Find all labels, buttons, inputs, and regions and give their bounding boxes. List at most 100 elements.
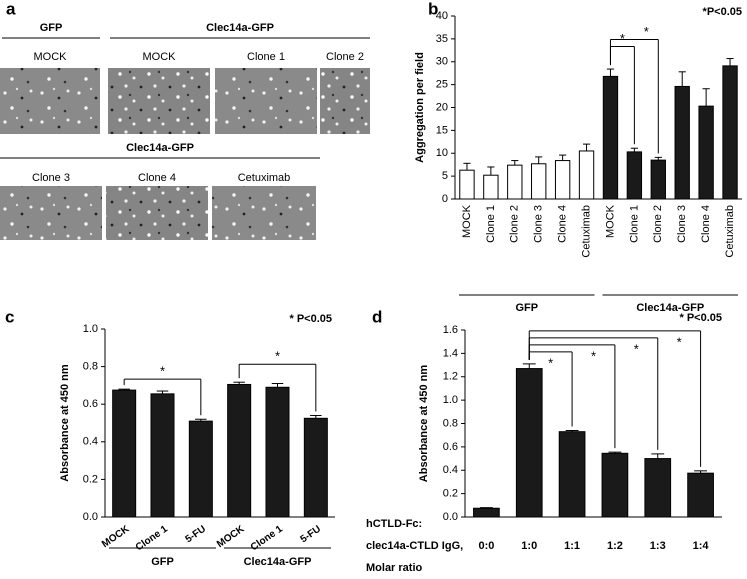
significance-label: * <box>548 355 553 370</box>
bar <box>687 472 714 518</box>
y-tick-label: 20 <box>436 101 448 113</box>
micrograph <box>0 68 100 134</box>
image-label: Clone 3 <box>32 172 70 184</box>
micrograph <box>108 68 210 134</box>
panel-letter: b <box>428 0 438 18</box>
x-tick-label: MOCK <box>604 204 616 238</box>
note: * P<0.05 <box>679 312 722 324</box>
y-tick-label: 10 <box>436 147 448 159</box>
y-tick-label: 1.2 <box>443 371 458 383</box>
note: *P<0.05 <box>703 6 742 18</box>
bar <box>601 452 629 518</box>
bar <box>626 151 643 200</box>
x-tick-label: 5-FU <box>299 524 324 546</box>
x-tick-label: Clone 1 <box>134 523 170 553</box>
y-tick-label: 0.8 <box>83 361 98 373</box>
y-tick-label: 0.2 <box>83 473 98 485</box>
image-label: MOCK <box>34 51 68 63</box>
y-axis-label: Absorbance at 450 nm <box>59 364 71 482</box>
x-axis-label: hCTLD-Fc: <box>366 518 422 530</box>
micrograph <box>215 68 317 134</box>
y-axis-label: Aggregation per field <box>414 52 426 163</box>
y-tick-label: 1.0 <box>443 394 458 406</box>
x-tick-label: Clone 2 <box>652 205 664 243</box>
x-tick-label: 1:0 <box>521 540 537 552</box>
x-tick-label: Clone 4 <box>557 205 569 243</box>
bar <box>112 389 137 518</box>
x-axis-label: clec14a-CTLD IgG, <box>366 540 463 552</box>
x-tick-label: Clone 2 <box>509 205 521 243</box>
y-tick-label: 5 <box>442 170 448 182</box>
x-tick-label: Clone 1 <box>628 205 640 243</box>
micrograph <box>320 68 370 134</box>
y-tick-label: 0.6 <box>83 398 98 410</box>
x-tick-label: 0:0 <box>478 540 494 552</box>
x-tick-label: Clone 3 <box>533 205 545 243</box>
x-tick-label: Clone 1 <box>485 205 497 243</box>
bar <box>650 159 666 200</box>
image-label: Cetuximab <box>238 172 291 184</box>
x-tick-label: 1:4 <box>693 540 710 552</box>
y-tick-label: 0 <box>442 193 448 205</box>
micrograph <box>212 186 316 240</box>
group-label: Clec14a-GFP <box>206 22 274 34</box>
y-tick-label: 1.0 <box>83 323 98 335</box>
bar <box>644 458 672 518</box>
y-tick-label: 0.8 <box>443 417 458 429</box>
significance-label: * <box>160 364 165 379</box>
x-tick-label: 1:3 <box>650 540 666 552</box>
panel-letter: d <box>372 307 382 326</box>
y-tick-label: 1.4 <box>443 347 458 359</box>
y-tick-label: 0.6 <box>443 441 458 453</box>
bar <box>265 386 290 518</box>
y-tick-label: 30 <box>436 56 448 68</box>
bar <box>531 163 547 200</box>
bar <box>150 393 175 518</box>
group-label: Clec14a-GFP <box>244 556 312 568</box>
x-tick-label: Clone 4 <box>700 205 712 243</box>
significance-label: * <box>275 349 280 364</box>
y-tick-label: 0.4 <box>83 436 98 448</box>
bar <box>602 75 619 200</box>
x-tick-label: 1:1 <box>564 540 580 552</box>
image-label: MOCK <box>143 51 177 63</box>
note: * P<0.05 <box>289 313 332 325</box>
group-label: GFP <box>515 302 538 314</box>
bar <box>558 431 586 518</box>
group-label: GFP <box>151 556 174 568</box>
significance-label: * <box>591 348 596 363</box>
significance-label: * <box>677 334 682 349</box>
image-label: Clone 4 <box>138 172 176 184</box>
y-tick-label: 0.4 <box>443 464 458 476</box>
bar <box>483 174 499 200</box>
significance-label: * <box>634 341 639 356</box>
y-tick-label: 1.6 <box>443 324 458 336</box>
bar <box>698 105 714 200</box>
y-tick-label: 25 <box>436 79 448 91</box>
x-axis-label: Molar ratio <box>366 562 423 574</box>
y-tick-label: 0.2 <box>443 488 458 500</box>
bar <box>578 150 595 200</box>
x-tick-label: Cetuximab <box>724 205 736 258</box>
x-tick-label: Cetuximab <box>580 205 592 258</box>
x-tick-label: MOCK <box>100 523 132 550</box>
image-label: Clone 1 <box>247 51 285 63</box>
y-tick-label: 0.0 <box>83 511 98 523</box>
micrograph <box>0 186 102 240</box>
x-tick-label: Clone 1 <box>249 523 285 553</box>
group-label: Clec14a-GFP <box>126 142 194 154</box>
y-axis-label: Absorbance at 450 nm <box>418 365 430 483</box>
bar <box>554 160 571 200</box>
bar <box>507 164 523 200</box>
group-label: GFP <box>40 22 63 34</box>
micrograph <box>106 186 208 240</box>
significance-label: * <box>644 24 649 39</box>
bar <box>473 507 500 518</box>
panel-letter: a <box>6 0 16 18</box>
y-tick-label: 15 <box>436 124 448 136</box>
image-label: Clone 2 <box>326 51 364 63</box>
bar <box>188 420 213 518</box>
bar <box>515 368 543 518</box>
y-tick-label: 0.0 <box>443 511 458 523</box>
